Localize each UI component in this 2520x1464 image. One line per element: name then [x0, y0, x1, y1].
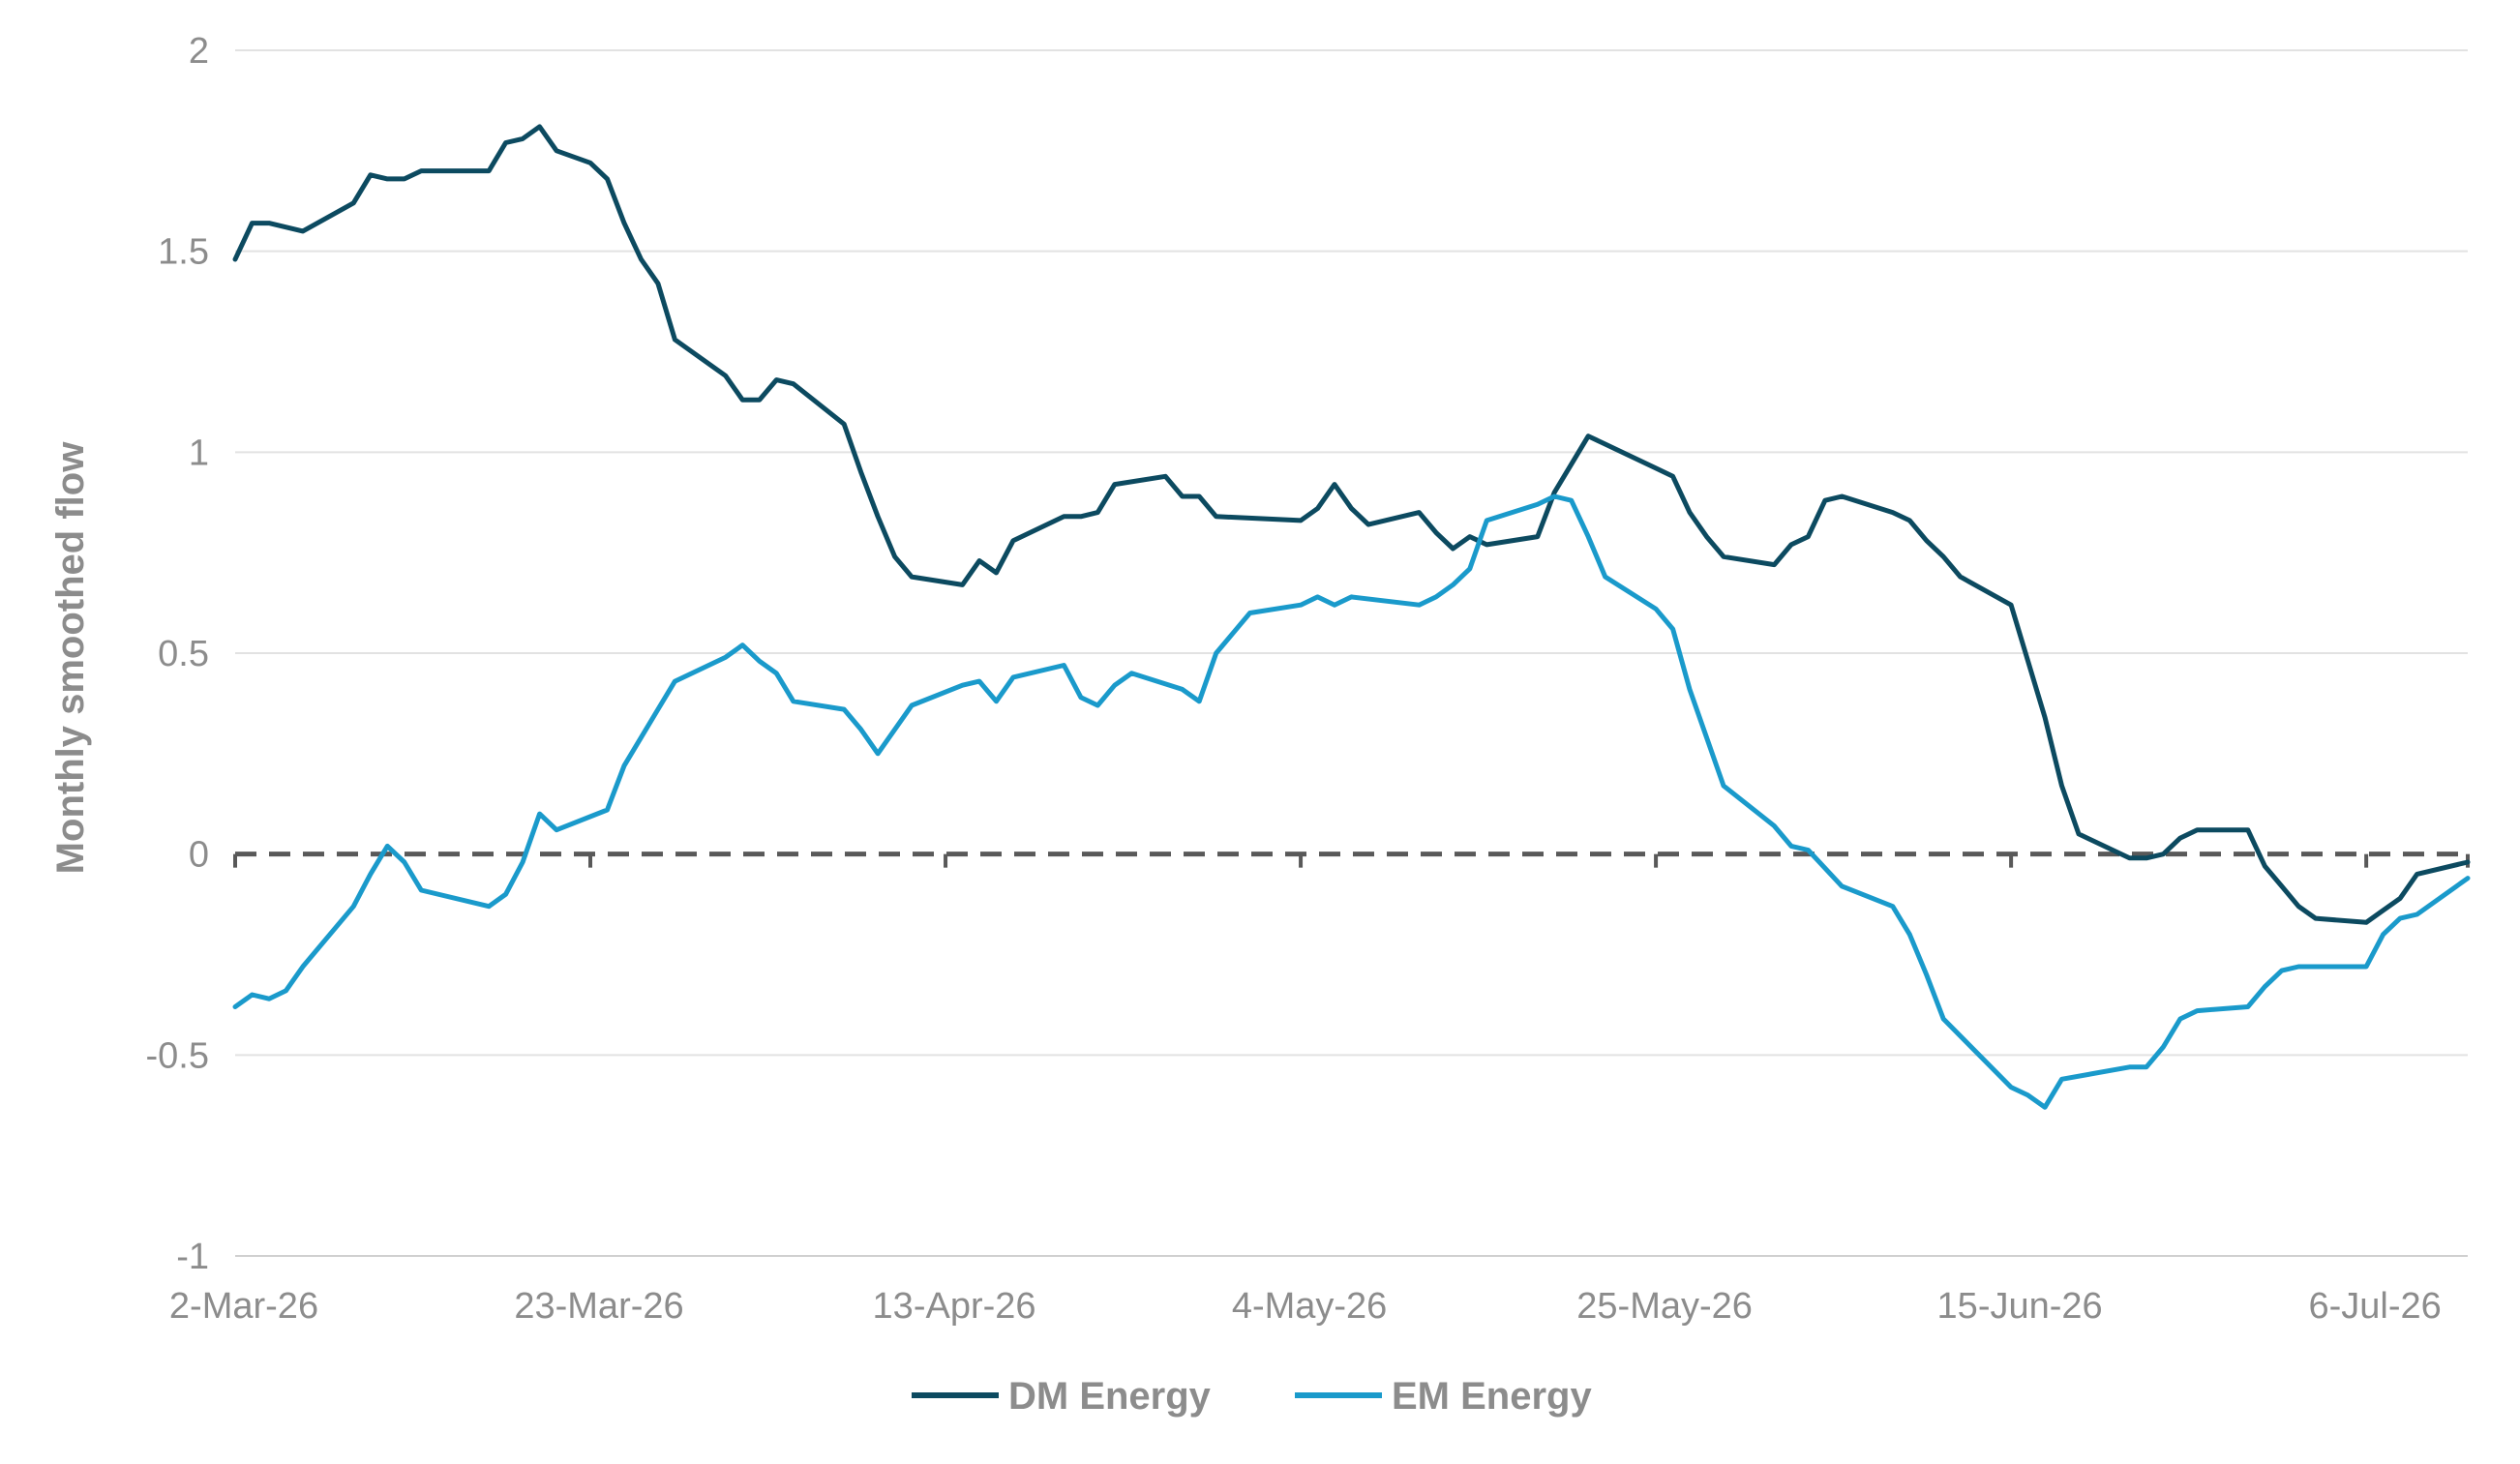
y-tick-label: 2: [189, 31, 209, 72]
legend-label-dm-energy: DM Energy: [1008, 1375, 1212, 1418]
series-line-em-energy: [232, 493, 2471, 1110]
series-lines: [232, 124, 2471, 1110]
x-tick-label: 4-May-26: [1232, 1286, 1388, 1327]
x-tick-label: 6-Jul-26: [2308, 1286, 2441, 1327]
y-tick-label: -0.5: [146, 1035, 209, 1076]
y-tick-label: 1: [189, 433, 209, 473]
x-tick-label: 15-Jun-26: [1937, 1286, 2103, 1327]
legend-label-em-energy: EM Energy: [1392, 1375, 1592, 1418]
y-axis-title: Monthly smoothed flow: [49, 441, 92, 875]
x-axis-tick-labels: 2-Mar-26 23-Mar-26 13-Apr-26 4-May-26 25-May…: [169, 1286, 2442, 1327]
y-tick-label: 1.5: [158, 232, 209, 273]
x-tick-label: 25-May-26: [1576, 1286, 1753, 1327]
y-axis-tick-labels: 2 1.5 1 0.5 0 -0.5 -1: [146, 31, 209, 1277]
y-tick-label: 0.5: [158, 634, 209, 674]
x-tick-label: 13-Apr-26: [873, 1286, 1036, 1327]
series-line-dm-energy: [232, 124, 2471, 925]
x-tick-label: 2-Mar-26: [169, 1286, 318, 1327]
legend: DM Energy EM Energy: [912, 1375, 1592, 1418]
y-tick-label: -1: [176, 1237, 209, 1277]
x-tick-label: 23-Mar-26: [514, 1286, 683, 1327]
gridlines: [235, 49, 2468, 1257]
y-tick-label: 0: [189, 835, 209, 876]
